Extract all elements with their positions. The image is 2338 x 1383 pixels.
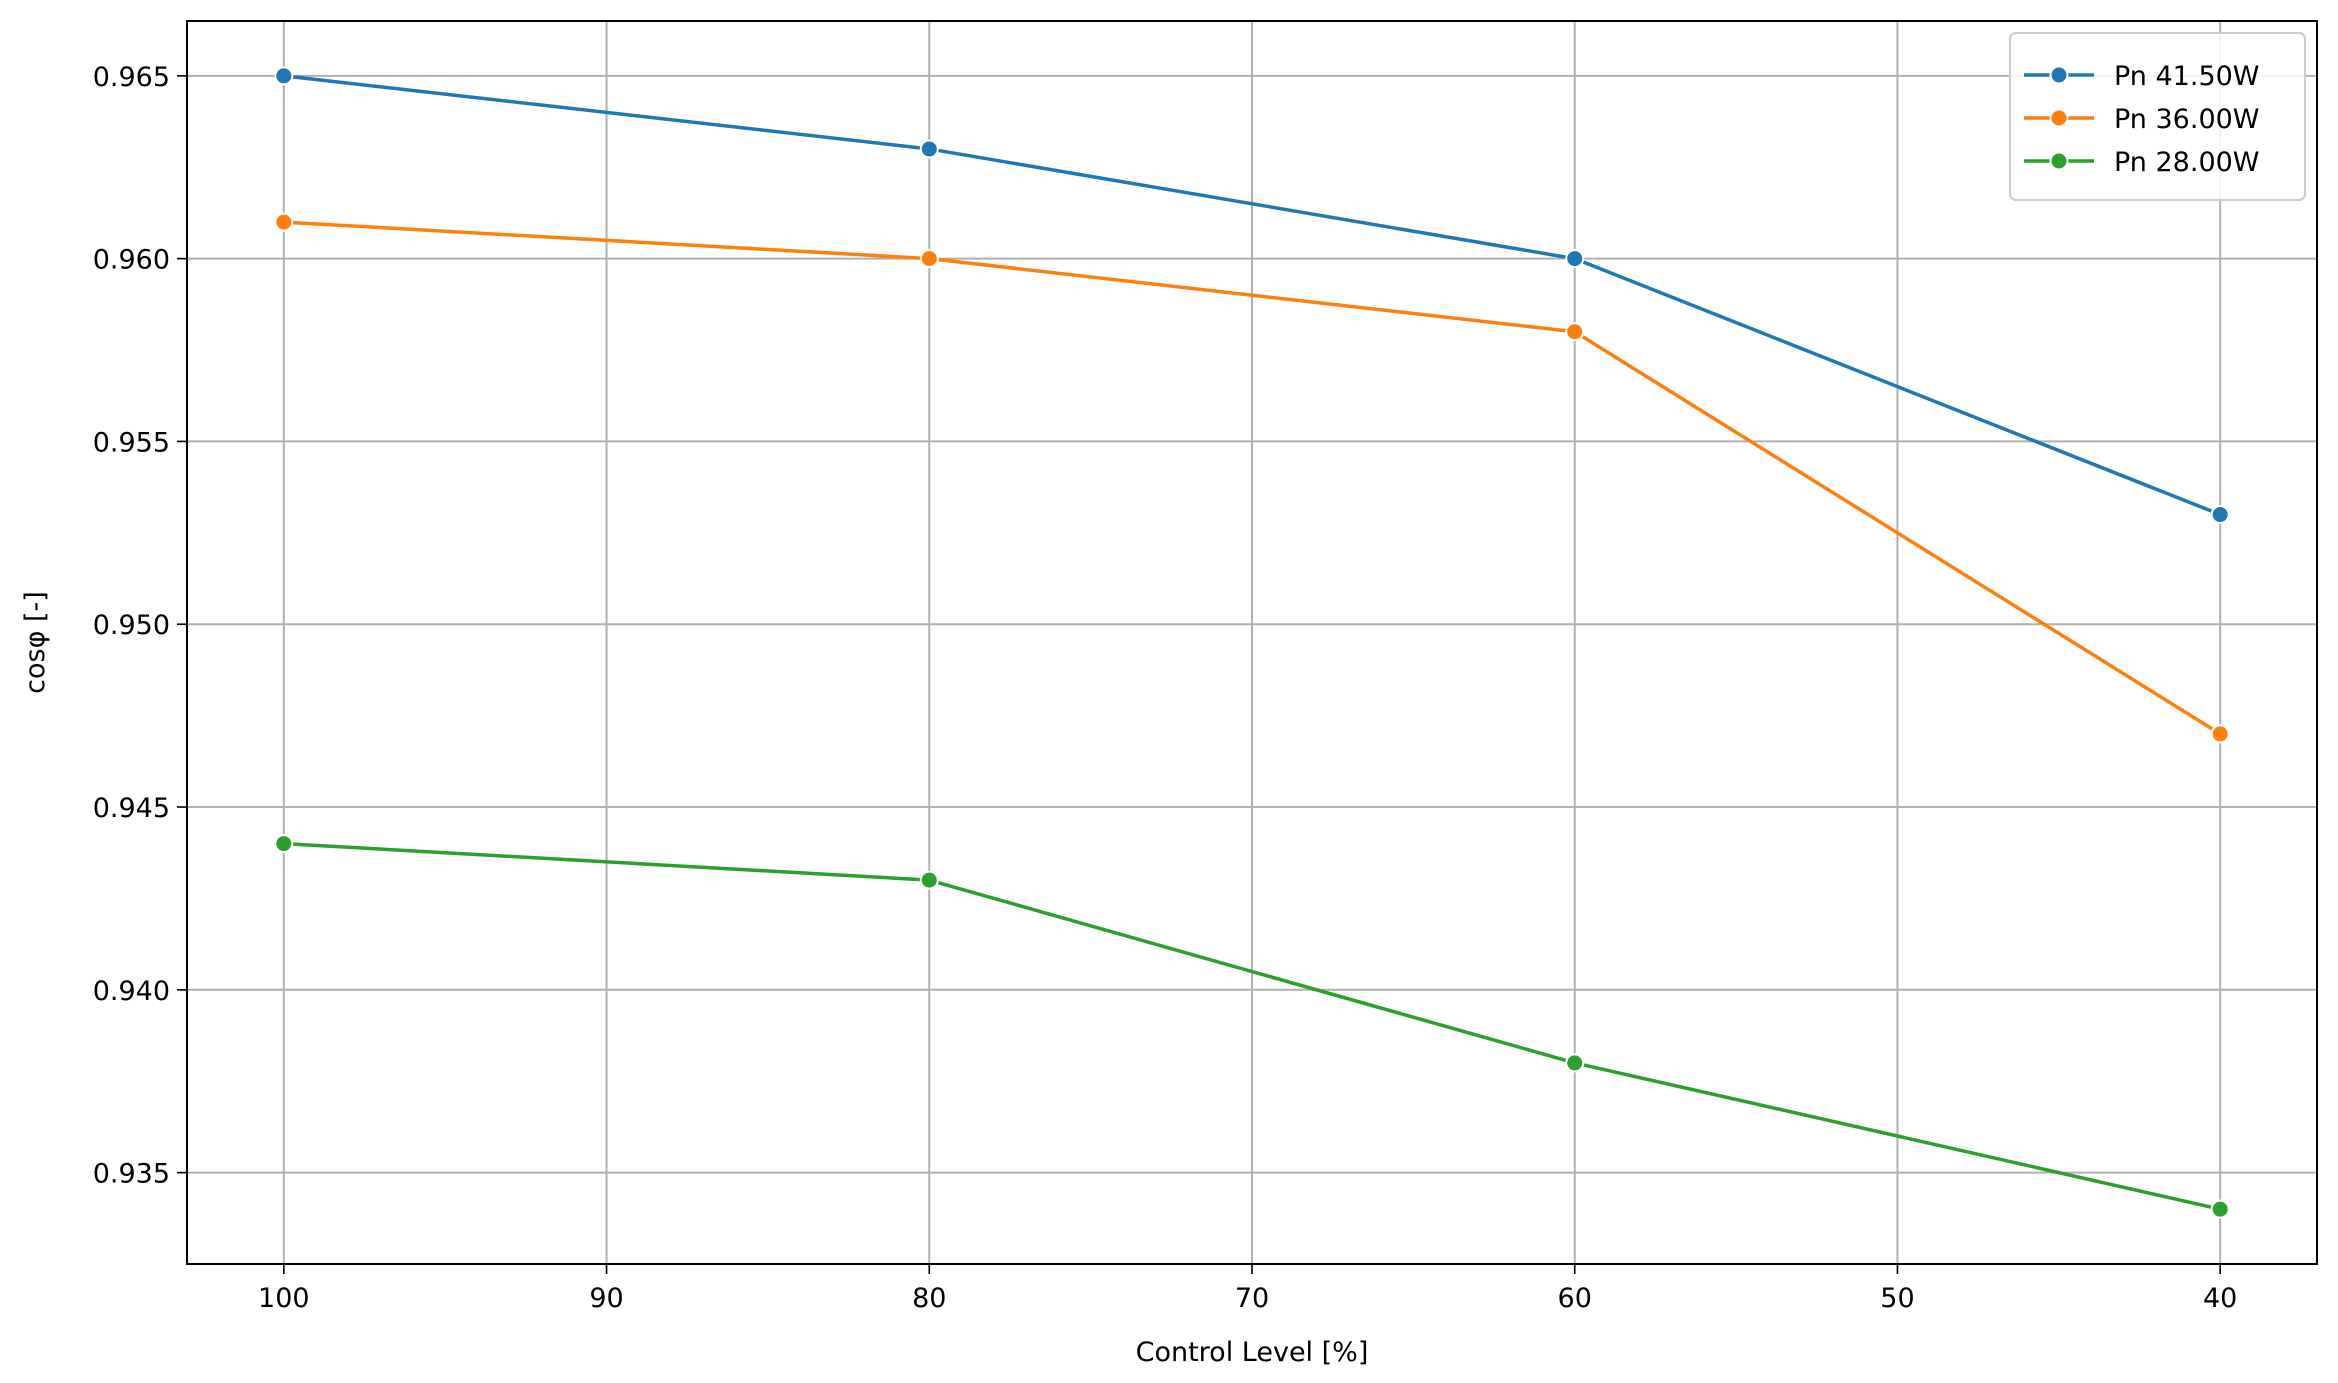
series-line (283, 841, 2221, 1211)
series-group (274, 66, 2230, 1219)
legend-marker (2049, 108, 2069, 128)
x-tick-label: 40 (2203, 1283, 2237, 1314)
x-tick-label: 100 (258, 1283, 310, 1314)
y-tick-label: 0.940 (93, 976, 170, 1007)
legend-marker (2049, 65, 2069, 85)
data-point (2210, 505, 2230, 525)
series-pn-41-50w (274, 66, 2230, 525)
legend-item: Pn 41.50W (2024, 61, 2260, 92)
data-point (2210, 724, 2230, 744)
series-line (283, 220, 2222, 736)
x-tick-label: 60 (1558, 1283, 1592, 1314)
series-line (283, 74, 2221, 517)
series-pn-36-00w (274, 212, 2230, 744)
series-pn-28-00w (274, 834, 2230, 1219)
data-point (1565, 249, 1585, 269)
data-point (919, 139, 939, 159)
data-point (274, 834, 294, 854)
y-tick-label: 0.935 (93, 1159, 170, 1190)
data-point (274, 66, 294, 86)
data-point (919, 249, 939, 269)
data-point (1565, 322, 1585, 342)
axis-ticks: 100 90 80 70 60 50 40 0.935 0.940 0.945 0.950 0.955… (93, 62, 2238, 1314)
data-point (274, 212, 294, 232)
legend-item: Pn 36.00W (2024, 104, 2260, 135)
legend-label: Pn 28.00W (2114, 147, 2260, 178)
data-point (2210, 1199, 2230, 1219)
y-tick-label: 0.955 (93, 427, 170, 458)
data-point (1565, 1053, 1585, 1073)
y-axis-title: cosφ [-] (20, 591, 51, 694)
grid (187, 21, 2317, 1264)
y-tick-label: 0.960 (93, 245, 170, 276)
y-tick-label: 0.950 (93, 610, 170, 641)
y-tick-label: 0.945 (93, 793, 170, 824)
y-tick-label: 0.965 (93, 62, 170, 93)
legend-label: Pn 41.50W (2114, 61, 2260, 92)
legend-label: Pn 36.00W (2114, 104, 2260, 135)
x-tick-label: 80 (912, 1283, 946, 1314)
legend-item: Pn 28.00W (2024, 147, 2260, 178)
x-axis-title: Control Level [%] (1136, 1337, 1369, 1368)
legend-marker (2049, 151, 2069, 171)
x-tick-label: 90 (589, 1283, 623, 1314)
x-tick-label: 70 (1235, 1283, 1269, 1314)
data-point (919, 870, 939, 890)
legend: Pn 41.50W Pn 36.00W Pn 28.00W (2009, 32, 2306, 201)
x-tick-label: 50 (1880, 1283, 1914, 1314)
